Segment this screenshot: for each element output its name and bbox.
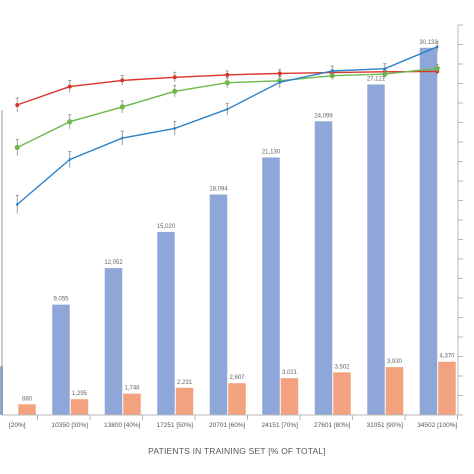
bar-series-1 xyxy=(314,121,333,416)
line-marker xyxy=(172,75,177,80)
line-marker xyxy=(224,80,230,86)
line-layer xyxy=(14,41,440,214)
axes-layer xyxy=(1,24,463,420)
bar-series-1 xyxy=(367,84,385,415)
data-label: 18,094 xyxy=(209,186,228,192)
line-marker xyxy=(67,119,73,125)
line-marker xyxy=(120,78,125,83)
line-marker xyxy=(278,81,282,84)
data-label: 27,121 xyxy=(367,76,386,82)
bar-series-2 xyxy=(175,387,194,415)
x-tick-label: 13800 [40%] xyxy=(104,422,141,429)
bar-series-2 xyxy=(228,383,246,415)
line-marker xyxy=(277,71,282,76)
x-tick-label: 20701 [60%] xyxy=(209,422,246,429)
line-marker xyxy=(15,203,19,206)
bar-series-1 xyxy=(157,231,175,415)
x-axis-title: PATIENTS IN TRAINING SET [% OF TOTAL] xyxy=(148,446,326,456)
line-marker xyxy=(225,72,230,77)
data-label: 3,502 xyxy=(334,364,350,370)
bar-series-2 xyxy=(280,378,299,415)
data-label: 30,132 xyxy=(419,40,438,46)
data-label: 3,021 xyxy=(282,370,298,376)
data-label: 4,370 xyxy=(439,354,455,360)
data-label: 9,055 xyxy=(53,297,69,303)
bar-series-1 xyxy=(262,157,280,415)
x-tick-label: 27601 [80%] xyxy=(314,422,351,429)
bar-series-1 xyxy=(419,47,438,416)
x-tick-label: 34502 [100%] xyxy=(417,422,457,429)
line-marker xyxy=(15,102,20,107)
x-tick-label: 17251 [50%] xyxy=(156,422,193,429)
bar-series-2 xyxy=(333,372,351,415)
data-label: 2,607 xyxy=(229,375,245,381)
data-label: 21,130 xyxy=(262,149,281,155)
bar-series-2 xyxy=(18,404,36,415)
bar-series-2 xyxy=(385,367,404,415)
bar-series-2 xyxy=(70,399,89,415)
line-marker xyxy=(14,144,20,151)
data-label: 24,099 xyxy=(314,113,333,119)
line-marker xyxy=(435,45,439,49)
data-label: 1,295 xyxy=(72,391,88,397)
line-marker xyxy=(173,127,177,130)
line-marker xyxy=(330,69,334,73)
bar-series-2 xyxy=(438,361,456,415)
line-marker xyxy=(68,158,72,161)
line-marker xyxy=(383,67,387,70)
bar-series-1 xyxy=(52,304,70,415)
bar-layer xyxy=(0,47,456,416)
data-label: 15,020 xyxy=(157,224,176,230)
bar-series-1 xyxy=(104,268,123,415)
line-marker xyxy=(67,84,72,89)
line-marker xyxy=(120,136,124,140)
data-label: 880 xyxy=(22,396,33,402)
line-marker xyxy=(172,88,178,94)
line-marker xyxy=(225,107,229,111)
bar-series-1 xyxy=(209,194,228,415)
data-label: 3,930 xyxy=(387,359,403,365)
x-tick-label: [20%] xyxy=(9,422,26,429)
data-label: 2,231 xyxy=(177,380,193,386)
line-marker xyxy=(119,104,125,110)
x-tick-label: 10350 [30%] xyxy=(51,422,88,429)
x-tick-label: 31051 [90%] xyxy=(366,422,403,429)
bar-series-2 xyxy=(123,393,141,415)
line-marker xyxy=(382,71,388,77)
x-tick-label: 24151 [70%] xyxy=(261,422,298,429)
label-layer: 9,055 12,052 15,020 18,094 21,130 24,099 27,12… xyxy=(9,40,458,429)
data-label: 1,748 xyxy=(124,386,140,392)
line-marker xyxy=(434,65,440,71)
data-label: 12,052 xyxy=(104,260,123,266)
